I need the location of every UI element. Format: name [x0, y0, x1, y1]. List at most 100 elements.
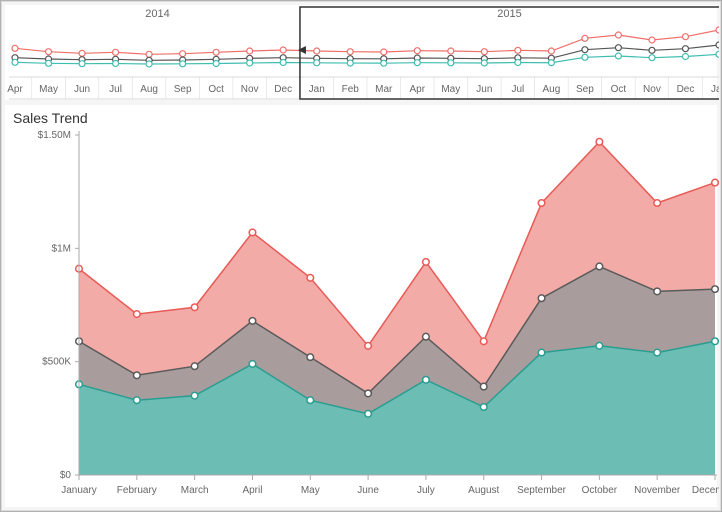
overview-marker: [716, 27, 719, 33]
overview-month-tick: Jan: [711, 84, 719, 95]
overview-marker: [146, 51, 152, 57]
overview-marker: [448, 60, 454, 66]
marker-series-b: [596, 263, 603, 270]
marker-series-a: [538, 349, 545, 356]
overview-month-tick: Jun: [74, 84, 90, 95]
overview-year-2014: 2014: [145, 8, 169, 20]
x-tick-label: May: [301, 485, 320, 496]
y-tick-label: $1.50M: [38, 130, 71, 141]
x-tick-label: January: [61, 485, 97, 496]
overview-month-tick: Dec: [677, 84, 695, 95]
marker-series-a: [191, 392, 198, 399]
overview-month-tick: Nov: [241, 84, 259, 95]
overview-marker: [615, 53, 621, 59]
overview-month-tick: May: [441, 84, 460, 95]
marker-series-a: [249, 361, 256, 368]
overview-month-tick: Jan: [309, 84, 325, 95]
x-tick-label: November: [634, 485, 681, 496]
marker-series-b: [307, 354, 314, 361]
marker-series-c: [249, 229, 256, 236]
overview-month-tick: Aug: [542, 84, 560, 95]
overview-marker: [515, 47, 521, 53]
overview-marker: [46, 49, 52, 55]
overview-marker: [682, 54, 688, 60]
marker-series-c: [712, 179, 719, 186]
overview-marker: [347, 60, 353, 66]
overview-month-tick: Apr: [7, 84, 23, 95]
overview-marker: [682, 46, 688, 52]
marker-series-a: [423, 377, 430, 384]
x-tick-label: December: [692, 485, 719, 496]
overview-marker: [515, 60, 521, 66]
overview-marker: [716, 51, 719, 57]
x-tick-label: March: [181, 485, 209, 496]
overview-marker: [682, 34, 688, 40]
overview-marker: [180, 61, 186, 67]
overview-month-tick: May: [39, 84, 58, 95]
overview-marker: [649, 47, 655, 53]
y-tick-label: $0: [60, 470, 72, 481]
overview-marker: [247, 60, 253, 66]
overview-month-tick: Nov: [643, 84, 661, 95]
marker-series-b: [538, 295, 545, 302]
overview-line-series-c: [15, 30, 719, 54]
x-tick-label: August: [468, 485, 499, 496]
overview-month-tick: Jul: [109, 84, 122, 95]
marker-series-b: [191, 363, 198, 370]
marker-series-b: [249, 318, 256, 325]
marker-series-c: [480, 338, 487, 345]
marker-series-a: [365, 411, 372, 418]
overview-marker: [113, 61, 119, 67]
overview-strip[interactable]: 20142015AprMayJunJulAugSepOctNovDecJanFe…: [5, 5, 717, 100]
overview-marker: [381, 49, 387, 55]
overview-marker: [280, 47, 286, 53]
marker-series-c: [134, 311, 141, 318]
overview-marker: [213, 49, 219, 55]
overview-marker: [548, 60, 554, 66]
marker-series-c: [423, 259, 430, 266]
y-tick-label: $500K: [42, 357, 71, 368]
overview-marker: [414, 48, 420, 54]
marker-series-b: [654, 288, 661, 295]
overview-marker: [347, 49, 353, 55]
overview-marker: [649, 37, 655, 43]
overview-month-tick: Sep: [576, 84, 594, 95]
overview-marker: [12, 59, 18, 65]
overview-marker: [716, 42, 719, 48]
overview-month-tick: Jul: [511, 84, 524, 95]
marker-series-c: [596, 139, 603, 146]
overview-marker: [79, 50, 85, 56]
marker-series-b: [423, 333, 430, 340]
overview-marker: [548, 48, 554, 54]
overview-marker: [79, 61, 85, 67]
overview-marker: [46, 60, 52, 66]
marker-series-b: [480, 383, 487, 390]
overview-month-tick: Dec: [274, 84, 292, 95]
marker-series-c: [191, 304, 198, 311]
marker-series-c: [654, 200, 661, 207]
marker-series-c: [307, 275, 314, 282]
overview-marker: [180, 51, 186, 57]
overview-month-tick: Mar: [375, 84, 393, 95]
marker-series-a: [654, 349, 661, 356]
chart-title: Sales Trend: [13, 110, 88, 126]
marker-series-b: [365, 390, 372, 397]
dashboard-container: 20142015AprMayJunJulAugSepOctNovDecJanFe…: [0, 0, 722, 512]
marker-series-a: [480, 404, 487, 411]
marker-series-a: [712, 338, 719, 345]
x-tick-label: October: [582, 485, 618, 496]
overview-marker: [314, 48, 320, 54]
x-tick-label: April: [242, 485, 262, 496]
overview-marker: [582, 35, 588, 41]
marker-series-a: [307, 397, 314, 404]
overview-marker: [12, 45, 18, 51]
overview-marker: [481, 60, 487, 66]
overview-marker: [280, 60, 286, 66]
overview-marker: [247, 48, 253, 54]
x-tick-label: July: [417, 485, 435, 496]
overview-marker: [481, 49, 487, 55]
overview-marker: [649, 55, 655, 61]
x-tick-label: February: [117, 485, 157, 496]
y-tick-label: $1M: [52, 243, 71, 254]
marker-series-c: [365, 343, 372, 350]
